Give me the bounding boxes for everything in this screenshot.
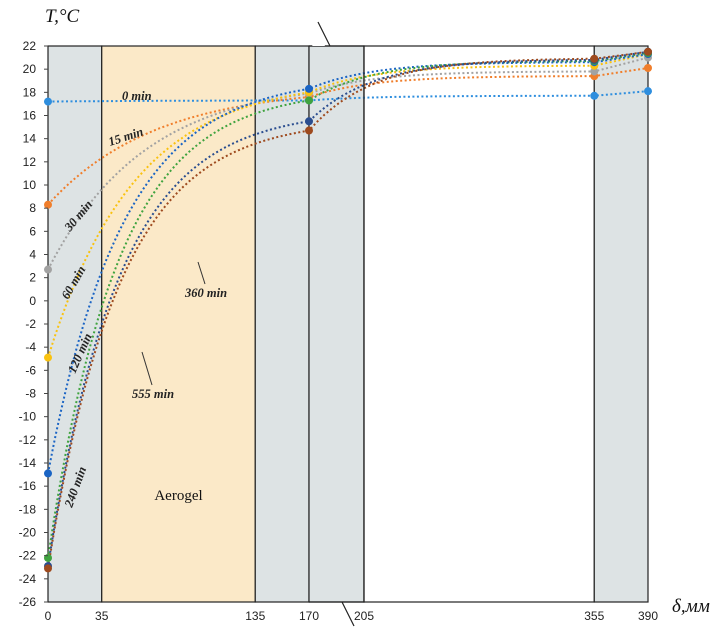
y-tick-label: -2 (25, 317, 36, 331)
x-tick-label: 170 (299, 609, 319, 623)
series-line-0-min (48, 90, 649, 103)
y-tick-label: 6 (29, 224, 36, 238)
data-point-120-min (305, 84, 313, 93)
data-point-555-min (44, 564, 52, 573)
y-tick-label: 10 (23, 178, 37, 192)
y-tick-label: 8 (29, 201, 36, 215)
data-point-30-min (590, 67, 599, 76)
series-line-360-min (47, 50, 649, 567)
axis-break (309, 21, 365, 627)
x-axis-title: δ,мм (672, 596, 710, 617)
y-tick-label: 12 (23, 155, 37, 169)
y-tick-label: -22 (19, 549, 37, 563)
data-point-120-min (44, 469, 52, 478)
data-point-15-min (644, 64, 652, 73)
y-tick-label: 16 (23, 109, 37, 123)
data-point-30-min (44, 265, 52, 274)
series-label-555-min: 555 min (132, 387, 174, 401)
y-tick-labels: 2220181614121086420-2-4-6-8-10-12-14-16-… (19, 39, 48, 609)
y-tick-label: 14 (23, 132, 37, 146)
region-aerogel (101, 45, 256, 603)
x-tick-label: 135 (245, 609, 265, 623)
y-tick-label: -16 (19, 479, 37, 493)
y-tick-label: -6 (25, 363, 36, 377)
series-label-0-min: 0 min (122, 89, 152, 103)
wall-layers: Aerogel (47, 45, 649, 603)
region-layer-3 (254, 45, 310, 603)
y-tick-label: -4 (25, 340, 36, 354)
data-point-555-min (590, 54, 599, 63)
leader-line-360 (197, 261, 206, 285)
y-tick-label: 0 (29, 294, 36, 308)
y-tick-label: -12 (19, 433, 37, 447)
y-tick-label: 18 (23, 85, 37, 99)
y-tick-label: -10 (19, 410, 37, 424)
series-line-555-min (47, 50, 649, 569)
leader-line-555 (141, 351, 153, 386)
data-point-15-min (44, 200, 52, 209)
data-point-555-min (644, 47, 652, 56)
y-tick-label: -8 (25, 387, 36, 401)
y-axis-title: T,°C (45, 6, 80, 27)
y-tick-label: 4 (29, 248, 36, 262)
y-tick-label: 20 (23, 62, 37, 76)
data-point-240-min (305, 96, 313, 105)
region-label-aerogel: Aerogel (154, 488, 202, 504)
x-tick-label: 0 (45, 609, 52, 623)
x-tick-labels: 0 35 135 170 205 355 390 (45, 609, 659, 623)
series-label-360-min: 360 min (184, 286, 227, 300)
y-tick-label: -26 (19, 595, 37, 609)
data-point-0-min (644, 87, 652, 96)
x-tick-label: 35 (95, 609, 109, 623)
data-point-555-min (305, 126, 313, 135)
region-layer-4 (308, 45, 365, 603)
data-point-60-min (44, 353, 52, 362)
region-layer-5 (363, 45, 595, 603)
series-lines (47, 50, 649, 569)
y-tick-label: -20 (19, 526, 37, 540)
x-tick-label: 355 (584, 609, 604, 623)
y-tick-label: -24 (19, 572, 37, 586)
x-tick-label: 390 (638, 609, 658, 623)
data-point-360-min (305, 117, 313, 126)
x-tick-label: 205 (354, 609, 374, 623)
y-tick-label: -14 (19, 456, 37, 470)
y-tick-label: 22 (23, 39, 37, 53)
series-line-120-min (47, 53, 649, 474)
y-tick-label: 2 (29, 271, 36, 285)
break-notch-top (312, 36, 325, 46)
series-line-240-min (47, 52, 649, 559)
region-layer-1 (47, 45, 103, 603)
y-tick-label: -18 (19, 502, 37, 516)
data-point-0-min (590, 91, 599, 100)
region-layer-6 (593, 45, 649, 603)
data-point-0-min (44, 97, 52, 106)
series-line-60-min (47, 53, 649, 358)
